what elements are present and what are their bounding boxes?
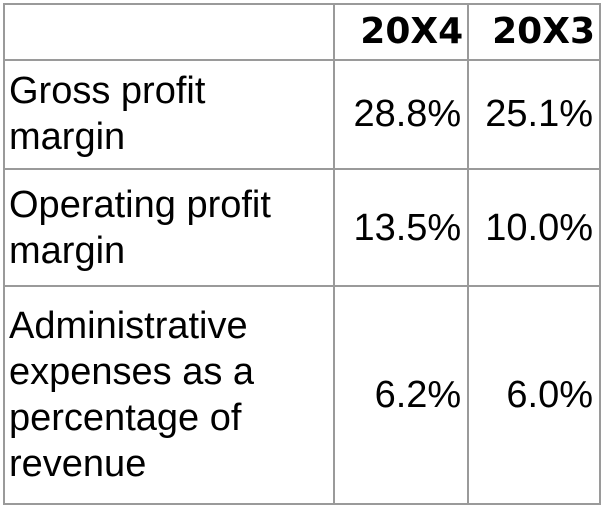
header-20x4: 20X4 [333, 3, 470, 61]
header-blank-cell [2, 3, 336, 61]
table-row: Gross profit margin 28.8% 25.1% [2, 59, 601, 170]
value-20x4: 6.2% [333, 285, 470, 505]
row-label-operating-profit-margin: Operating profit margin [2, 167, 336, 288]
table-row: Operating profit margin 13.5% 10.0% [2, 167, 601, 288]
value-20x3: 25.1% [467, 59, 601, 170]
value-20x3: 10.0% [467, 167, 601, 288]
header-row: 20X4 20X3 [2, 3, 601, 61]
table-row: Administrative expenses as a percentage … [2, 285, 601, 505]
row-label-gross-profit-margin: Gross profit margin [2, 59, 336, 170]
header-20x3: 20X3 [467, 3, 601, 61]
ratio-table: 20X4 20X3 Gross profit margin 28.8% 25.1… [2, 3, 601, 505]
row-label-admin-expenses-percentage: Administrative expenses as a percentage … [2, 285, 336, 505]
value-20x4: 13.5% [333, 167, 470, 288]
value-20x3: 6.0% [467, 285, 601, 505]
value-20x4: 28.8% [333, 59, 470, 170]
